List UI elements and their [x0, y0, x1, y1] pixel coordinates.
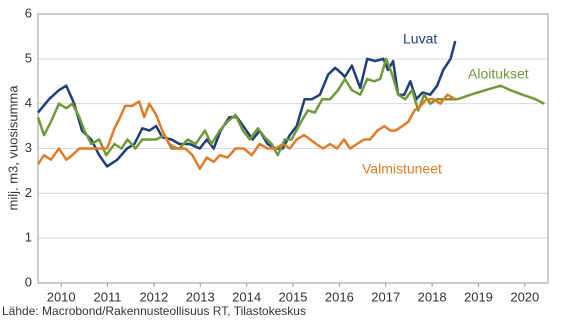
y-tick-label: 2: [25, 185, 32, 200]
x-tick-label: 2018: [418, 289, 447, 304]
x-tick-label: 2019: [464, 289, 493, 304]
y-axis-label: milj. m3, vuosisumma: [5, 85, 20, 211]
y-tick-label: 0: [25, 274, 32, 289]
series-label: Aloitukset: [468, 66, 529, 82]
x-tick-label: 2010: [47, 289, 76, 304]
series-line: [37, 40, 457, 168]
x-tick-label: 2015: [279, 289, 308, 304]
series-label: Valmistuneet: [362, 161, 442, 177]
x-tick-label: 2016: [325, 289, 354, 304]
y-tick-label: 5: [25, 50, 32, 65]
x-tick-label: 2011: [94, 289, 122, 304]
x-tick-label: 2013: [186, 289, 215, 304]
y-tick-label: 4: [25, 95, 32, 110]
series-line: [36, 57, 545, 157]
x-tick-label: 2017: [371, 289, 400, 304]
source-note: Lähde: Macrobond/Rakennusteollisuus RT, …: [2, 304, 306, 318]
y-tick-label: 1: [25, 230, 32, 245]
series-label: Luvat: [403, 31, 437, 47]
series-line: [36, 93, 456, 170]
y-tick-label: 3: [25, 140, 32, 155]
y-tick-label: 6: [25, 5, 32, 20]
x-tick-label: 2012: [139, 289, 168, 304]
x-tick-label: 2020: [510, 289, 539, 304]
x-tick-label: 2014: [232, 289, 261, 304]
